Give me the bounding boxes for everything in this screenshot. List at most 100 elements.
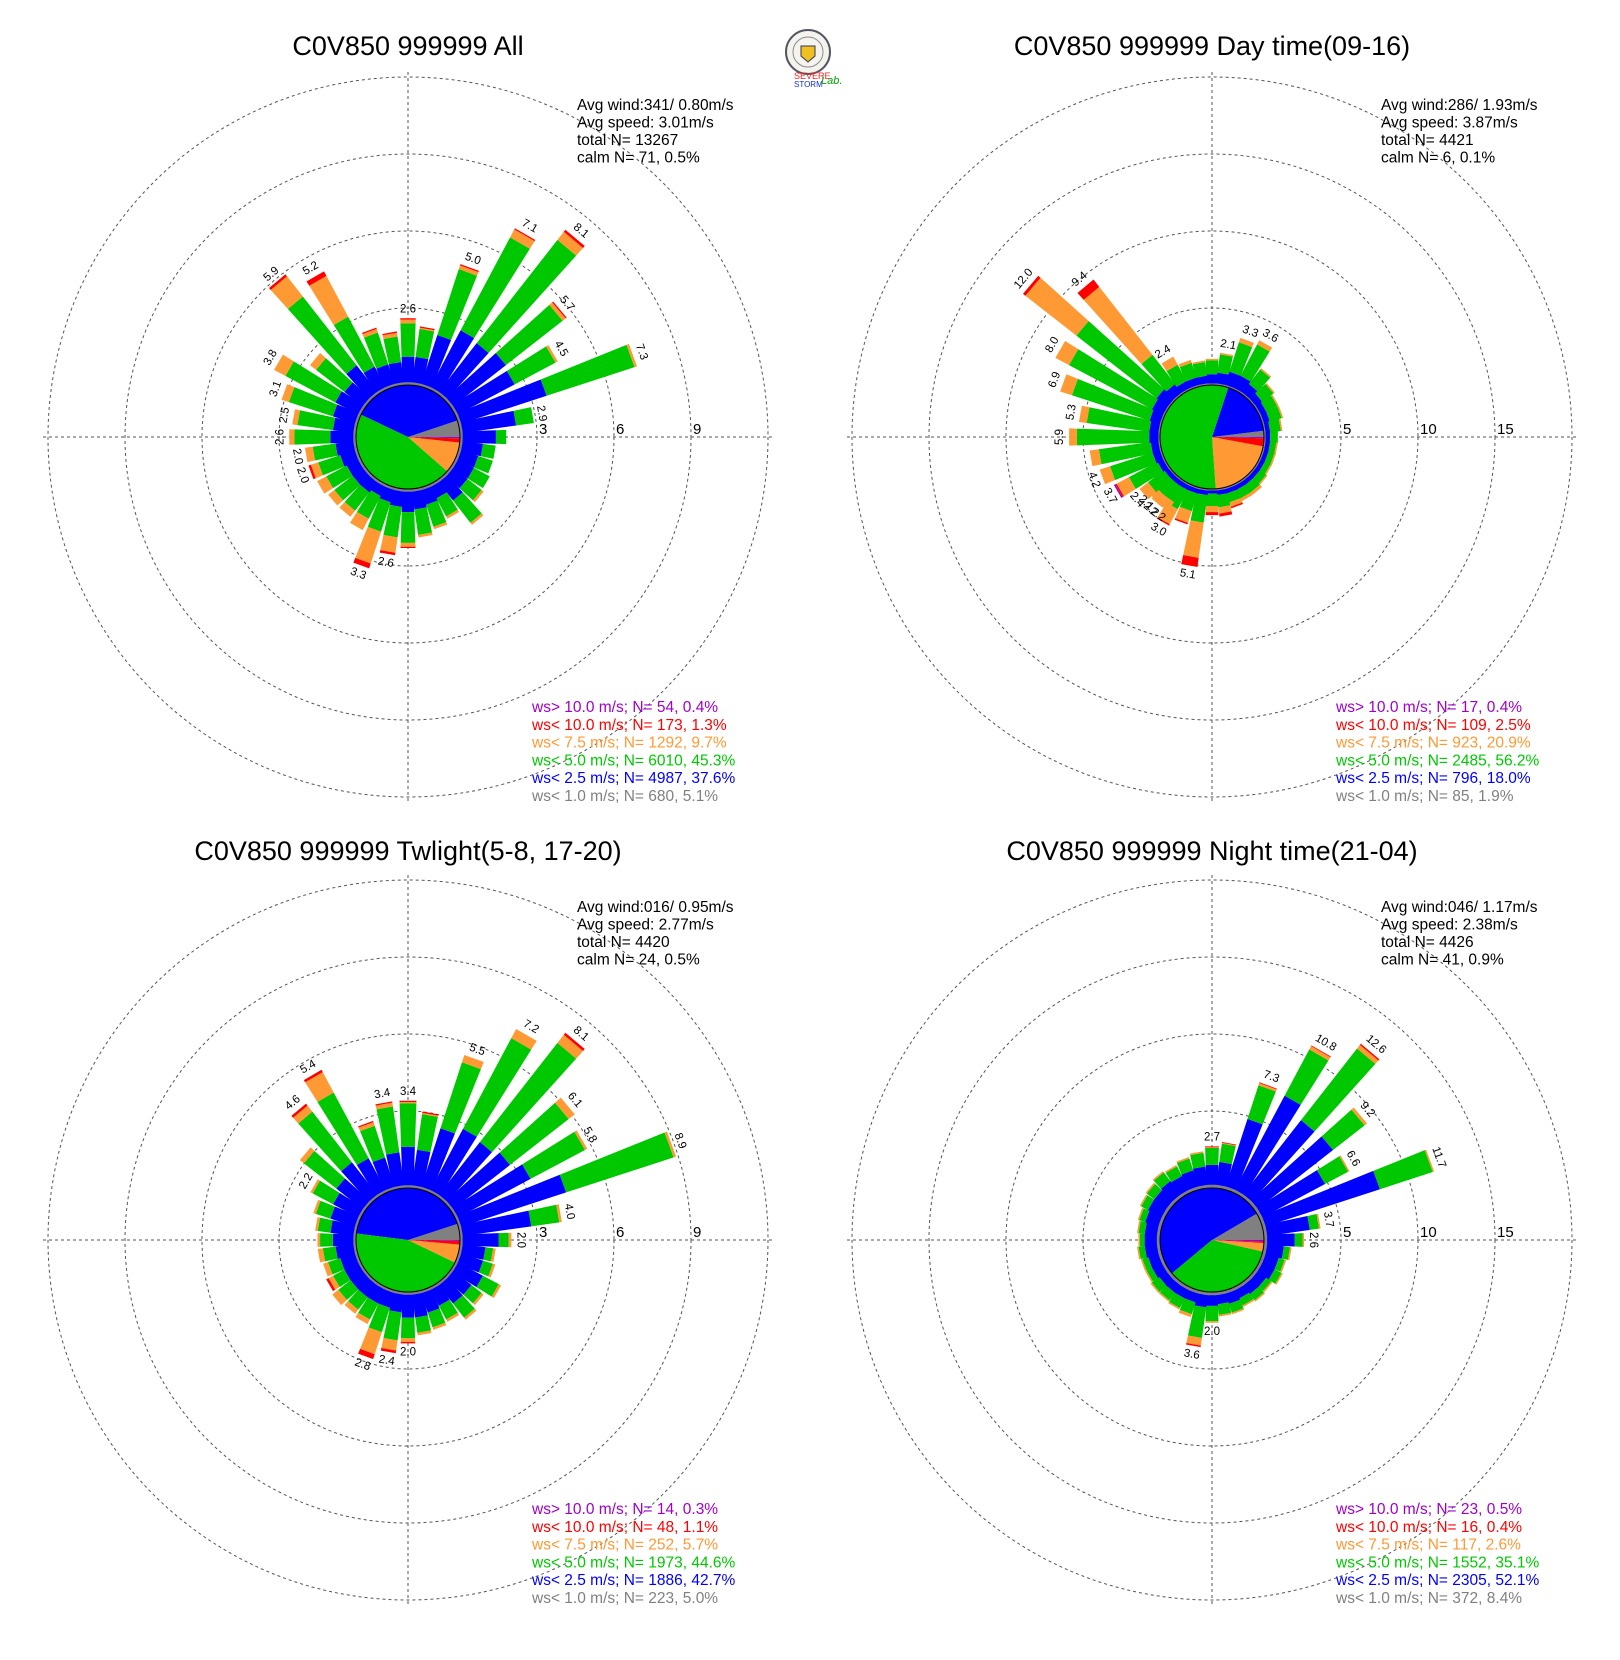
windrose-bar-segment: [457, 379, 547, 424]
windrose-bar-segment: [1218, 505, 1232, 514]
windrose-bar-segment: [1259, 1082, 1278, 1090]
pie-slice: [1212, 1240, 1264, 1242]
windrose-bar-segment: [528, 1204, 560, 1227]
windrose-bar-segment: [1161, 356, 1178, 372]
windrose-bar-segment: [417, 1330, 432, 1336]
windrose-bar-segment: [1219, 511, 1233, 517]
windrose-bar-segment: [437, 1276, 448, 1286]
windrose-bar-segment: [1241, 1276, 1252, 1286]
windrose-bar-segment: [353, 557, 371, 569]
windrose-bar-segment: [1109, 452, 1157, 481]
windrose-bar-segment: [361, 327, 377, 335]
windrose-bar-segment: [430, 1284, 450, 1306]
windrose-bar-segment: [1136, 1220, 1141, 1234]
windrose-bar-segment: [1284, 1049, 1329, 1105]
windrose-bar-segment: [1219, 352, 1234, 357]
pie-slice: [1212, 437, 1264, 489]
windrose-bar-segment: [476, 1275, 499, 1297]
windrose-bar-segment: [313, 1199, 321, 1214]
windrose-bar-segment: [1247, 1085, 1276, 1125]
windrose-bar-segment: [1339, 1155, 1350, 1172]
windrose-bar-segment: [1172, 1194, 1183, 1204]
windrose-bar-segment: [488, 1263, 496, 1278]
windrose-bar-segment: [446, 352, 506, 407]
windrose-bar-segment: [1229, 342, 1253, 376]
windrose-bar-segment: [334, 475, 361, 501]
windrose-bar-segment: [358, 1122, 375, 1132]
windrose-bar-segment: [1055, 340, 1079, 366]
windrose-bar-segment: [1148, 1253, 1163, 1269]
windrose-bar-segment: [1144, 1233, 1157, 1247]
bar-label: 2.7: [1204, 1131, 1220, 1143]
bar-label: 3.7: [1321, 1211, 1336, 1229]
windrose-bar-segment: [1098, 441, 1153, 465]
ring-label: 6: [616, 1224, 624, 1241]
logo-text-lab: Lab.: [821, 75, 842, 87]
windrose-bar-segment: [430, 330, 475, 393]
windrose-bar-segment: [438, 1299, 458, 1320]
pie-slice: [408, 1240, 460, 1241]
windrose-bar-segment: [332, 404, 359, 424]
windrose-bar-segment: [402, 382, 414, 385]
windrose-bar-segment: [306, 271, 327, 286]
windrose-bar-segment: [1205, 505, 1219, 513]
windrose-bar-segment: [470, 513, 484, 525]
windrose-bar-segment: [446, 509, 460, 519]
legend-entry: ws> 10.0 m/s; N= 54, 0.4%: [531, 699, 718, 716]
windrose-bar-segment: [294, 429, 331, 445]
windrose-bar-segment: [495, 429, 507, 445]
windrose-bar-segment: [559, 1132, 674, 1193]
ring-label: 3: [539, 421, 547, 438]
legend-entry: ws> 10.0 m/s; N= 17, 0.4%: [1335, 699, 1522, 716]
windrose-bar-segment: [1168, 1292, 1185, 1309]
windrose-bar-segment: [317, 1233, 321, 1247]
pie-slice: [1212, 1213, 1264, 1240]
windrose-bar-segment: [1176, 1157, 1190, 1164]
windrose-bar-segment: [418, 532, 433, 538]
windrose-bar-segment: [353, 1243, 358, 1255]
windrose-bar-segment: [401, 1146, 415, 1186]
windrose-bar-segment: [1167, 398, 1176, 408]
legend-entry: ws< 2.5 m/s; N= 796, 18.0%: [1335, 770, 1531, 787]
windrose-bar-segment: [1254, 405, 1262, 416]
windrose-bar-segment: [1128, 461, 1164, 489]
windrose-bar-segment: [388, 361, 405, 385]
windrose-bar-segment: [1241, 392, 1251, 401]
windrose-bar-segment: [1263, 421, 1271, 434]
windrose-bar-segment: [420, 483, 432, 491]
windrose-bar-segment: [1149, 431, 1159, 443]
windrose-bar-segment: [305, 1072, 334, 1102]
legend-entry: ws< 10.0 m/s; N= 173, 1.3%: [531, 717, 727, 734]
windrose-bar-segment: [383, 504, 402, 538]
windrose-bar-segment: [1099, 466, 1116, 485]
windrose-bar-segment: [270, 276, 303, 310]
windrose-bar-segment: [1159, 449, 1166, 461]
windrose-bar-segment: [1301, 1048, 1376, 1132]
windrose-bar-segment: [1321, 1109, 1365, 1151]
windrose-bar-segment: [552, 301, 567, 319]
windrose-bar-segment: [467, 467, 490, 489]
windrose-bar-segment: [1158, 1215, 1166, 1228]
bar-label: 2.6: [1307, 1232, 1319, 1248]
windrose-bar-segment: [1179, 1282, 1191, 1291]
windrose-bar-segment: [350, 511, 369, 531]
windrose-bar-segment: [285, 361, 342, 403]
windrose-bar-segment: [400, 318, 416, 320]
windrose-bar-segment: [420, 383, 432, 391]
windrose-bar-segment: [362, 328, 378, 338]
windrose-bar-segment: [400, 323, 416, 357]
windrose-bar-segment: [1138, 1245, 1147, 1259]
windrose-bar-segment: [1146, 1267, 1158, 1282]
windrose-bar-segment: [1141, 1195, 1155, 1211]
windrose-bar-segment: [1175, 506, 1192, 523]
windrose-bar-segment: [556, 1204, 562, 1223]
stat-line: total N= 4426: [1381, 934, 1474, 951]
windrose-bar-segment: [499, 1102, 569, 1165]
pie-slice: [1212, 1240, 1264, 1243]
windrose-bar-segment: [393, 487, 405, 492]
windrose-bar-segment: [438, 1278, 463, 1304]
windrose-bar-segment: [289, 429, 295, 445]
pie-slice: [356, 1188, 458, 1240]
windrose-bar-segment: [318, 455, 345, 476]
windrose-bar-segment: [383, 1310, 402, 1341]
